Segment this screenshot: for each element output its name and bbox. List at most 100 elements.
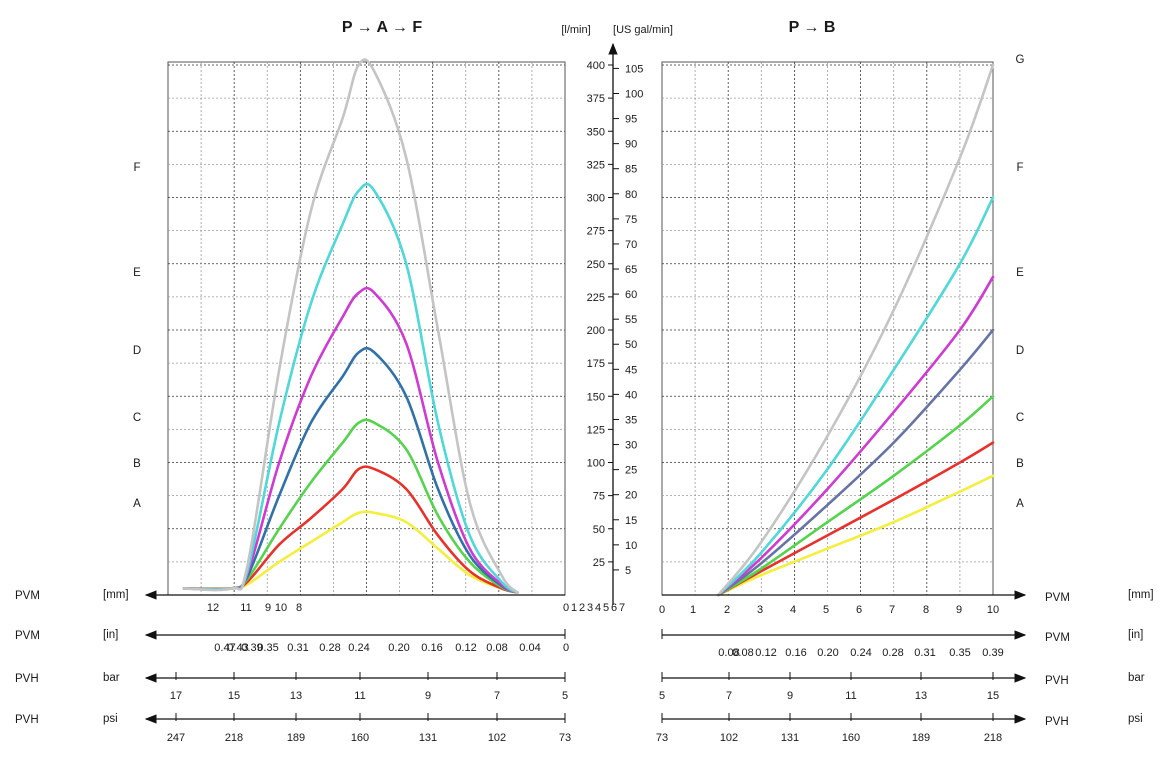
left-axis-tick-label: 218 [225, 732, 243, 744]
left-row-name: PVM [15, 630, 40, 642]
left-axis-tick-label: 7 [494, 690, 500, 702]
gal-tick-label: 100 [625, 88, 643, 100]
right-axis-tick-label: 7 [726, 690, 732, 702]
gal-tick-label: 5 [625, 565, 631, 577]
right-row-unit: [mm] [1128, 589, 1154, 601]
left-axis-tick-label: 6 [611, 602, 617, 614]
right-axis-tick-label: 0.24 [850, 647, 871, 659]
gal-tick-label: 30 [625, 440, 637, 452]
gal-tick-label: 60 [625, 289, 637, 301]
right-axis-tick-label: 0.20 [817, 647, 838, 659]
right-series-line [717, 275, 995, 597]
left-axis-tick-label: 0.39 [241, 642, 262, 654]
right-axis-tick-label: 11 [845, 690, 856, 702]
right-axis-tick-label: 7 [889, 604, 895, 616]
left-axis-tick-label: 102 [488, 732, 506, 744]
right-series-line [717, 328, 995, 597]
left-curve-label: D [133, 345, 141, 357]
right-curve-label: C [1016, 412, 1024, 424]
right-axis-tick-label: 189 [912, 732, 930, 744]
center-flow-axis: 25 50 75 100 125 150 175 200 225 250 275 300 325 350 3… [587, 42, 643, 605]
right-row-unit: [in] [1128, 629, 1143, 641]
right-axis-tick-label: 10 [987, 604, 999, 616]
right-axis-tick-label: 13 [915, 690, 927, 702]
lmin-unit-label: [l/min] [561, 24, 590, 36]
lmin-tick-label: 25 [593, 557, 605, 569]
right-axis-tick-label: 8 [923, 604, 929, 616]
right-axis-tick-label: 160 [842, 732, 860, 744]
right-chart-title: P → B [789, 19, 836, 36]
left-grid [167, 61, 566, 596]
right-series-line [717, 196, 995, 597]
right-axis-tick-label: 0.31 [914, 647, 935, 659]
left-axis-tick-label: 3 [587, 602, 593, 614]
lmin-tick-label: 300 [587, 193, 605, 205]
left-row-unit: psi [103, 713, 118, 725]
left-curve-label: A [133, 498, 141, 510]
gal-tick-label: 85 [625, 164, 637, 176]
left-axis-tick-label: 15 [228, 690, 240, 702]
right-curve-label: E [1016, 267, 1024, 279]
left-axis-tick-label: 0.12 [455, 642, 476, 654]
gal-tick-label: 55 [625, 314, 637, 326]
left-axis-tick-label: 73 [559, 732, 571, 744]
left-axis-tick-label: 9 [265, 602, 271, 614]
right-row-name: PVH [1045, 716, 1069, 728]
right-axis-tick-label: 5 [823, 604, 829, 616]
gal-tick-label: 95 [625, 114, 637, 126]
right-axis-tick-label: 218 [984, 732, 1002, 744]
left-axis-tick-label: 4 [595, 602, 601, 614]
right-axis-tick-label: 0.35 [949, 647, 970, 659]
right-axis-tick-label: 0.08 [718, 647, 739, 659]
left-series-line [182, 58, 519, 594]
right-series-line [717, 441, 995, 597]
left-axis-tick-label: 12 [207, 602, 219, 614]
gal-tick-label: 15 [625, 515, 637, 527]
gal-tick-label: 70 [625, 239, 637, 251]
right-row-name: PVH [1045, 675, 1069, 687]
left-curve-label: C [133, 412, 141, 424]
right-row-unit: bar [1128, 672, 1145, 684]
left-axis-tick-label: 5 [562, 690, 568, 702]
right-curve-label: G [1016, 54, 1025, 66]
left-row-unit: [in] [103, 629, 118, 641]
right-curve-label: D [1016, 345, 1024, 357]
lmin-tick-label: 225 [587, 292, 605, 304]
lmin-tick-label: 350 [587, 126, 605, 138]
left-chart-title: P → A → F [342, 19, 423, 36]
left-axis-tick-label: 0.16 [421, 642, 442, 654]
lmin-tick-label: 125 [587, 424, 605, 436]
left-curve-label: F [133, 162, 140, 174]
right-axis-tick-label: 0.16 [785, 647, 806, 659]
left-series-line [182, 510, 519, 594]
left-axis-tick-label: 8 [296, 602, 302, 614]
right-axis-tick-label: 0.08 [732, 647, 753, 659]
right-axis-tick-label: 6 [856, 604, 862, 616]
left-axis-tick-label: 13 [290, 690, 302, 702]
left-axis-tick-label: 0.24 [348, 642, 369, 654]
gal-tick-label: 90 [625, 139, 637, 151]
right-axis-tick-label: 5 [659, 690, 665, 702]
left-axis-tick-label: 131 [419, 732, 437, 744]
gal-tick-label: 25 [625, 465, 637, 477]
right-axis-tick-label: 3 [757, 604, 763, 616]
right-series-line [717, 474, 995, 597]
left-curve-label: B [133, 458, 141, 470]
gal-tick-label: 10 [625, 540, 637, 552]
left-row-name: PVM [15, 590, 40, 602]
lmin-tick-label: 100 [587, 458, 605, 470]
right-curve-label: F [1016, 162, 1023, 174]
gal-unit-label: [US gal/min] [613, 24, 673, 36]
right-series-lines [717, 63, 995, 597]
left-row-unit: [mm] [103, 589, 129, 601]
left-row-name: PVH [15, 673, 39, 685]
gal-tick-label: 105 [625, 63, 643, 75]
gal-tick-label: 75 [625, 214, 637, 226]
left-series-line [182, 182, 519, 594]
left-axis-tick-label: 0 [563, 602, 569, 614]
lmin-tick-label: 150 [587, 391, 605, 403]
right-axis-tick-label: 15 [987, 690, 999, 702]
lmin-tick-label: 75 [593, 491, 605, 503]
left-axis-tick-label: 0.08 [486, 642, 507, 654]
